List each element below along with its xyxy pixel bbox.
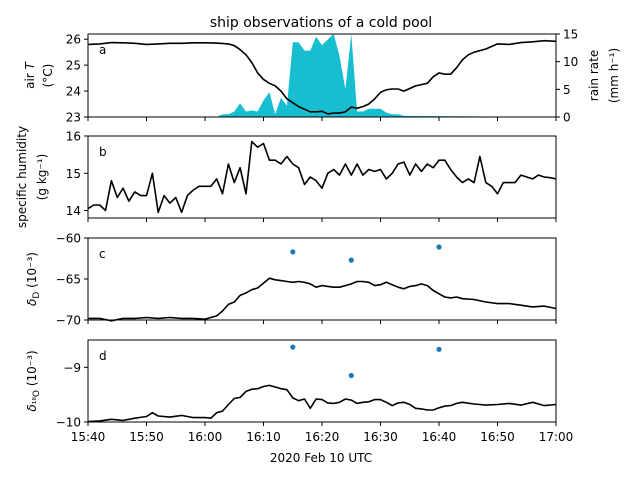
panel-label: c [99,247,106,261]
y-axis-label: specific humidity [15,126,29,228]
panel-c-point [348,257,354,263]
panel-b-line [87,140,557,214]
y-axis-label: δ¹⁸O (10⁻³) [25,350,42,411]
x-tick-label: 15:50 [129,430,164,444]
x-tick-label: 16:50 [480,430,515,444]
y-axis-unit: (°C) [41,64,55,88]
panel-label: d [99,349,107,363]
panel-c: −70 −65 −60 c δD (10⁻³) [25,232,557,328]
x-tick-label: 16:00 [188,430,223,444]
panel-c-frame [87,237,557,321]
x-tick-label: 16:30 [363,430,398,444]
panel-b: 14 15 16 b specific humidity (g kg⁻¹) [15,126,557,228]
panel-b-frame [87,135,557,219]
panels-group: 23 24 25 26 0 5 10 15 rain rate (mm h⁻¹) a air T (°C… [15,28,621,445]
y-tick-label: −60 [56,232,81,246]
y-tick-label: 14 [66,204,81,218]
y-tick-label: 23 [66,111,81,125]
panel-c-point [436,244,442,250]
panel-d: 15:40 15:50 16:00 16:10 16:20 16:30 16:40 16:50… [25,339,574,444]
right-y-axis-unit: (mm h⁻¹) [607,48,621,103]
panel-d-point [290,344,296,350]
rain-rate-area [88,34,556,117]
y-tick-label: −70 [56,314,81,328]
x-tick-label: 15:40 [71,430,106,444]
y-tick-label: −9 [63,361,81,375]
panel-a-line [87,39,557,115]
x-tick-label: 16:40 [422,430,457,444]
x-tick-label: 17:00 [539,430,574,444]
right-y-tick-label: 15 [563,28,578,42]
y-tick-label: 25 [66,59,81,73]
panel-label: b [99,145,107,159]
right-y-tick-label: 10 [563,55,578,69]
y-axis-label: δD (10⁻³) [25,252,42,306]
x-tick-label: 16:10 [246,430,281,444]
x-tick-label: 16:20 [305,430,340,444]
right-y-tick-label: 5 [563,83,571,97]
y-tick-label: −65 [56,273,81,287]
right-y-axis-label: rain rate [587,50,601,101]
panel-d-frame [87,339,557,423]
panel-d-point [348,372,354,379]
panel-a: 23 24 25 26 0 5 10 15 rain rate (mm h⁻¹) a air T (°C… [23,28,621,125]
y-tick-label: −10 [56,416,81,430]
panel-label: a [99,43,106,57]
y-tick-label: 16 [66,130,81,144]
right-y-tick-label: 0 [563,111,571,125]
y-axis-label: air T [23,60,37,88]
y-tick-label: 26 [66,33,81,47]
panel-d-line [87,384,557,423]
x-axis-label: 2020 Feb 10 UTC [270,451,372,465]
panel-d-point [436,346,442,352]
y-axis-unit: (g kg⁻¹) [35,154,49,201]
chart-title: ship observations of a cold pool [210,15,432,31]
panel-c-line [88,277,557,322]
y-tick-label: 15 [66,167,81,181]
y-tick-label: 24 [66,85,81,99]
panel-c-point [290,249,296,255]
